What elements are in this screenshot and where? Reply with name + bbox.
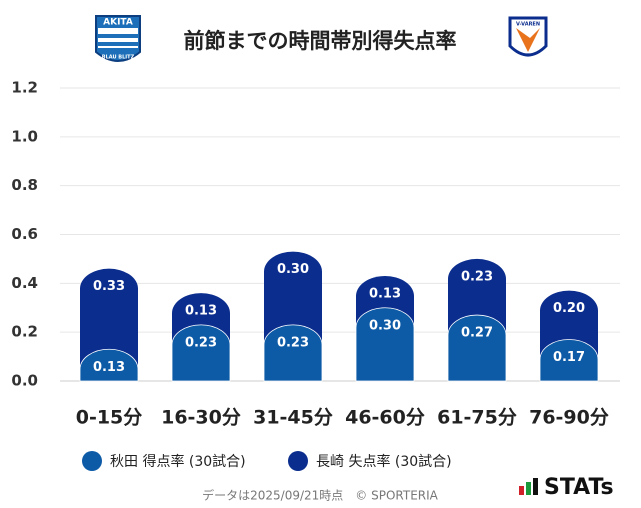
y-tick-label: 0.2 <box>11 323 38 341</box>
value-label: 0.33 <box>93 279 125 294</box>
value-label: 0.13 <box>93 360 125 375</box>
bar-segment <box>171 324 231 382</box>
bar-segment <box>263 324 323 382</box>
logo-text: BLAU BLITZ <box>102 55 135 61</box>
bar-segment <box>79 348 139 382</box>
bar-segment <box>447 314 507 382</box>
legend-marker <box>288 451 308 471</box>
logo-text: AKITA <box>103 18 133 28</box>
y-tick-label: 1.2 <box>11 79 38 97</box>
value-label: 0.17 <box>553 350 585 365</box>
bar-segment <box>355 307 415 382</box>
value-label: 0.20 <box>553 301 585 316</box>
chart-title: 前節までの時間帯別得失点率 <box>184 29 457 53</box>
bar-segment <box>539 339 599 382</box>
footer: データは2025/09/21時点 © SPORTERIA <box>202 488 439 503</box>
logo-text: V-VAREN <box>516 22 540 28</box>
legend-marker <box>82 451 102 471</box>
x-tick-label: 0-15分 <box>76 407 143 429</box>
value-label: 0.23 <box>185 335 217 350</box>
x-tick-label: 46-60分 <box>345 407 425 429</box>
value-label: 0.13 <box>185 304 217 319</box>
x-tick-label: 61-75分 <box>437 407 517 429</box>
y-tick-label: 1.0 <box>11 127 38 145</box>
value-label: 0.13 <box>369 287 401 302</box>
y-tick-label: 0.0 <box>11 372 38 390</box>
value-label: 0.23 <box>461 269 493 284</box>
y-tick-label: 0.4 <box>11 274 38 292</box>
y-tick-label: 0.8 <box>11 176 38 194</box>
brand-logo: STATs <box>519 475 614 500</box>
brand: STATs <box>544 475 614 500</box>
value-label: 0.30 <box>369 318 401 333</box>
x-tick-label: 76-90分 <box>529 407 609 429</box>
x-tick-label: 16-30分 <box>161 407 241 429</box>
y-tick-label: 0.6 <box>11 225 38 243</box>
x-tick-label: 31-45分 <box>253 407 333 429</box>
value-label: 0.27 <box>461 326 493 341</box>
nagasaki-logo: V-VAREN <box>508 16 548 57</box>
legend-label: 長崎 失点率 (30試合) <box>316 453 452 470</box>
akita-logo: AKITA BLAU BLITZ <box>95 15 141 62</box>
value-label: 0.30 <box>277 262 309 277</box>
legend-label: 秋田 得点率 (30試合) <box>110 453 246 470</box>
value-label: 0.23 <box>277 335 309 350</box>
